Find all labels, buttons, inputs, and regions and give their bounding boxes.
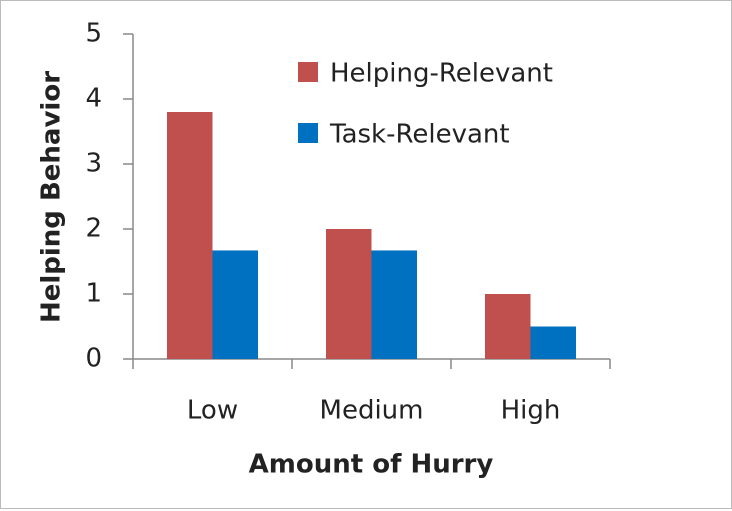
bar	[530, 326, 576, 359]
y-tick-label: 5	[85, 19, 102, 49]
bar	[212, 250, 258, 359]
x-tick-label: Low	[187, 396, 238, 426]
bar	[371, 250, 417, 359]
y-tick-label: 0	[85, 344, 102, 374]
y-tick-label: 3	[85, 149, 102, 179]
y-tick-label: 2	[85, 214, 102, 244]
x-tick-label: High	[501, 396, 561, 426]
x-tick-label: Medium	[320, 396, 424, 426]
legend-label: Task-Relevant	[329, 120, 510, 150]
bar	[326, 229, 372, 359]
bar	[485, 294, 531, 359]
bar	[167, 112, 213, 359]
legend-label: Helping-Relevant	[330, 59, 553, 89]
x-axis-title: Amount of Hurry	[249, 450, 494, 480]
y-tick-label: 4	[85, 84, 102, 114]
y-axis-title: Helping Behavior	[37, 71, 67, 323]
legend-swatch	[298, 123, 318, 143]
y-tick-label: 1	[85, 279, 102, 309]
legend-swatch	[298, 62, 318, 82]
